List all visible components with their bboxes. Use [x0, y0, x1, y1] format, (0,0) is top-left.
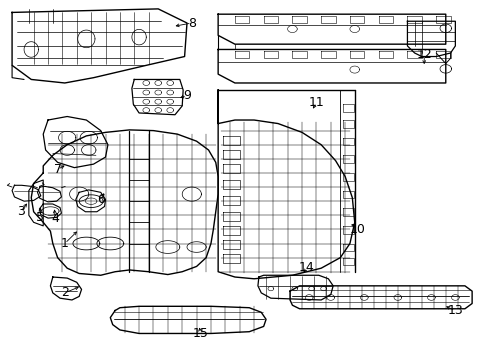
Text: 3: 3 — [17, 205, 24, 218]
Text: 13: 13 — [447, 304, 462, 317]
Text: 2: 2 — [61, 287, 69, 300]
Text: 4: 4 — [51, 212, 59, 225]
Text: 7: 7 — [54, 163, 61, 176]
Text: 11: 11 — [308, 96, 324, 109]
Text: 5: 5 — [36, 211, 44, 224]
Text: 8: 8 — [187, 17, 195, 30]
Text: 15: 15 — [192, 327, 208, 340]
Text: 6: 6 — [97, 193, 104, 206]
Text: 10: 10 — [348, 223, 365, 236]
Text: 1: 1 — [61, 237, 69, 250]
Text: 9: 9 — [183, 89, 190, 102]
Text: 14: 14 — [298, 261, 314, 274]
Text: 12: 12 — [415, 48, 431, 61]
